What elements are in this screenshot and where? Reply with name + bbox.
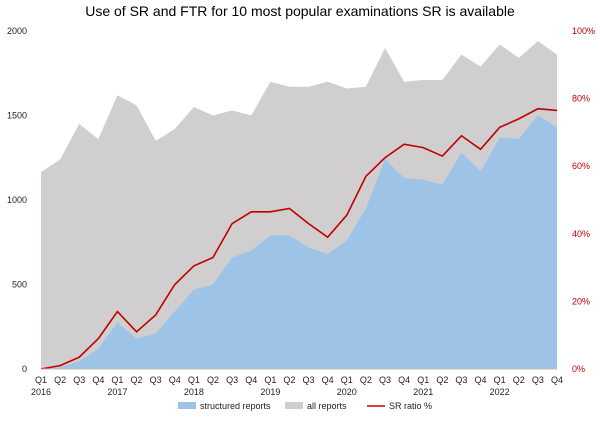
x-tick-label: Q4 (398, 375, 410, 385)
x-tick-label: Q3 (226, 375, 238, 385)
axes: 0 500 1000 1500 2000 0% 20% 40% 60% 80% 100% Q1 Q2 Q3… (7, 26, 595, 397)
x-tick-label: Q2 (283, 375, 295, 385)
y-left-tick-label: 0 (22, 364, 27, 374)
x-tick-label: Q3 (73, 375, 85, 385)
x-tick-label: Q4 (169, 375, 181, 385)
x-tick-label: Q4 (322, 375, 334, 385)
x-tick-label: Q1 (341, 375, 353, 385)
legend-label: SR ratio % (389, 401, 432, 411)
line-sr-ratio (40, 107, 558, 370)
y-right-tick-label: 60% (572, 161, 590, 171)
area-structured-reports (41, 115, 557, 369)
y-right-tick-label: 80% (572, 94, 590, 104)
y-left-tick-label: 500 (12, 280, 27, 290)
chart-title: Use of SR and FTR for 10 most popular ex… (85, 3, 515, 19)
y-left-tick-label: 1500 (7, 111, 27, 121)
x-tick-label: Q1 (35, 375, 47, 385)
x-year-label: 2020 (337, 387, 357, 397)
legend: structured reports all reports SR ratio % (178, 401, 432, 411)
x-tick-label: Q1 (111, 375, 123, 385)
x-year-label: 2019 (260, 387, 280, 397)
legend-swatch (285, 402, 303, 409)
x-tick-label: Q3 (455, 375, 467, 385)
x-tick-label: Q3 (150, 375, 162, 385)
x-tick-label: Q3 (379, 375, 391, 385)
legend-label: structured reports (200, 401, 271, 411)
x-tick-label: Q2 (360, 375, 372, 385)
x-tick-label: Q1 (494, 375, 506, 385)
x-tick-label: Q2 (207, 375, 219, 385)
x-year-label: 2022 (490, 387, 510, 397)
x-tick-label: Q3 (532, 375, 544, 385)
x-tick-label: Q4 (245, 375, 257, 385)
x-tick-label: Q2 (436, 375, 448, 385)
plot-area (40, 41, 558, 370)
y-right-tick-label: 0% (572, 364, 585, 374)
x-tick-label: Q1 (264, 375, 276, 385)
x-tick-label: Q4 (92, 375, 104, 385)
x-year-label: 2016 (31, 387, 51, 397)
x-tick-label: Q2 (54, 375, 66, 385)
x-tick-label: Q2 (513, 375, 525, 385)
x-tick-label: Q1 (188, 375, 200, 385)
x-year-label: 2017 (107, 387, 127, 397)
x-tick-label: Q2 (131, 375, 143, 385)
y-right-tick-label: 100% (572, 26, 595, 36)
x-tick-label: Q3 (303, 375, 315, 385)
x-year-label: 2018 (184, 387, 204, 397)
x-year-label: 2021 (413, 387, 433, 397)
x-tick-label: Q1 (417, 375, 429, 385)
y-left-tick-label: 1000 (7, 195, 27, 205)
y-left-tick-label: 2000 (7, 26, 27, 36)
legend-label: all reports (307, 401, 347, 411)
legend-swatch (178, 402, 196, 409)
y-right-tick-label: 20% (572, 296, 590, 306)
y-right-tick-label: 40% (572, 229, 590, 239)
x-tick-label: Q4 (551, 375, 563, 385)
x-tick-label: Q4 (475, 375, 487, 385)
